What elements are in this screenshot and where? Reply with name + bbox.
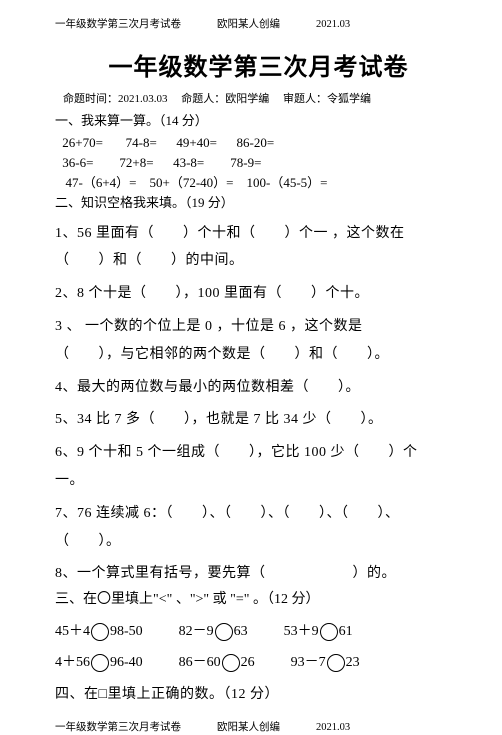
circ-item: 86－6026: [179, 653, 255, 673]
circle-row-2: 4＋5696-40 86－6026 93－723: [55, 653, 462, 673]
sec3-head: 三、在〇里填上"<" 、">" 或 "=" 。（12 分）: [55, 590, 462, 610]
circ-item: 93－723: [291, 653, 360, 673]
footer-right: 2021.03: [316, 721, 350, 735]
page-header: 一年级数学第三次月考试卷 欧阳某人创编 2021.03: [55, 18, 462, 33]
q7b: （ ）。: [55, 530, 462, 554]
circ-item: 53＋961: [284, 622, 353, 642]
q6a: 6、9 个十和 5 个一组成（ ），它比 100 少（ ）个: [55, 441, 462, 465]
circle-blank: [327, 654, 345, 672]
circ-item: 4＋5696-40: [55, 653, 143, 673]
doc-title: 一年级数学第三次月考试卷: [55, 51, 462, 85]
q1a: 1、56 里面有（ ）个十和（ ）个一 ，这个数在: [55, 222, 462, 246]
q2: 2、8 个十是（ ），100 里面有（ ）个十。: [55, 282, 462, 306]
q3b: （ ），与它相邻的两个数是（ ）和（ ）。: [55, 343, 462, 367]
meta-author-label: 命题人：: [181, 93, 225, 105]
calc-row-3: 47-（6+4）= 50+（72-40）= 100-（45-5）=: [59, 174, 462, 192]
header-mid: 欧阳某人创编: [217, 18, 280, 33]
circle-blank: [222, 654, 240, 672]
sec1-head: 一、我来算一算。（14 分）: [55, 112, 462, 130]
circle-blank: [91, 623, 109, 641]
footer-left: 一年级数学第三次月考试卷: [55, 721, 181, 735]
q7a: 7、76 连续减 6：（ ）、（ ）、（ ）、（ ）、: [55, 502, 462, 526]
calc-row-2: 36-6= 72+8= 43-8= 78-9=: [59, 154, 462, 172]
q4: 4、最大的两位数与最小的两位数相差（ ）。: [55, 376, 462, 400]
meta-time: 2021.03.03: [118, 93, 168, 105]
circle-row-1: 45＋498-50 82－963 53＋961: [55, 622, 462, 642]
circ-item: 45＋498-50: [55, 622, 143, 642]
circle-blank: [215, 623, 233, 641]
sec4-head: 四、在□里填上正确的数。（12 分）: [55, 683, 462, 707]
header-right: 2021.03: [316, 18, 350, 33]
q6b: 一。: [55, 469, 462, 493]
q1b: （ ）和（ ）的中间。: [55, 249, 462, 273]
q8: 8、一个算式里有括号，要先算（ ）的。: [55, 562, 462, 586]
meta-author: 欧阳学编: [225, 93, 269, 105]
meta-time-label: 命题时间：: [63, 93, 118, 105]
circle-blank: [91, 654, 109, 672]
meta-reviewer: 令狐学编: [327, 93, 371, 105]
meta-reviewer-label: 审题人：: [283, 93, 327, 105]
q3a: 3 、 一个数的个位上是 0 ，十位是 6 ，这个数是: [55, 315, 462, 339]
sec2-head: 二、知识空格我来填。（19 分）: [55, 194, 462, 212]
circle-blank: [320, 623, 338, 641]
page-footer: 一年级数学第三次月考试卷 欧阳某人创编 2021.03: [55, 721, 462, 735]
header-left: 一年级数学第三次月考试卷: [55, 18, 181, 33]
meta-line: 命题时间：2021.03.03 命题人：欧阳学编 审题人：令狐学编: [63, 92, 462, 107]
q5: 5、34 比 7 多（ ），也就是 7 比 34 少（ ）。: [55, 408, 462, 432]
footer-mid: 欧阳某人创编: [217, 721, 280, 735]
calc-row-1: 26+70= 74-8= 49+40= 86-20=: [59, 134, 462, 152]
circ-item: 82－963: [179, 622, 248, 642]
